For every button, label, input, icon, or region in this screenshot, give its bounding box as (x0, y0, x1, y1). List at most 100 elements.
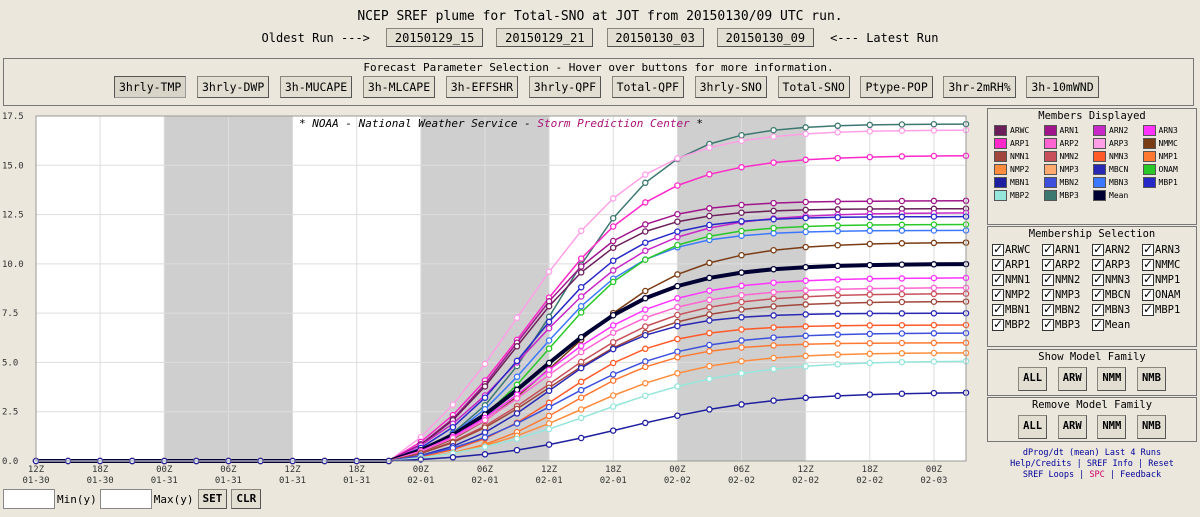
member-checkbox-item[interactable]: NMP3 (1042, 287, 1092, 301)
show-arw-button[interactable]: ARW (1057, 367, 1087, 391)
member-checkbox-item[interactable]: ONAM (1142, 287, 1198, 301)
remove-nmm-button[interactable]: NMM (1097, 415, 1127, 439)
data-point (930, 127, 938, 134)
data-point (738, 163, 745, 171)
member-checkbox-item[interactable]: ARWC (992, 242, 1042, 256)
member-checkbox-label: ARN2 (1105, 244, 1131, 256)
member-checkbox-item[interactable]: NMP2 (992, 287, 1042, 301)
member-checkbox-item[interactable]: ARP1 (992, 257, 1042, 271)
data-point (834, 361, 841, 368)
run-button[interactable]: 20150130_03 (606, 28, 704, 47)
feedback-link[interactable]: | Feedback (1109, 470, 1162, 480)
max-y-input[interactable] (99, 489, 152, 509)
member-checkbox-item[interactable]: MBP2 (992, 317, 1042, 331)
member-checkbox[interactable] (1092, 302, 1104, 316)
member-checkbox[interactable] (992, 257, 1004, 271)
show-nmb-button[interactable]: NMB (1136, 367, 1166, 391)
x-tick-date: 02-02 (792, 476, 819, 486)
member-checkbox-item[interactable]: MBN1 (992, 302, 1042, 316)
min-y-input[interactable] (3, 489, 55, 509)
member-checkbox[interactable] (1092, 257, 1104, 271)
member-checkbox-item[interactable]: NMN3 (1092, 272, 1142, 286)
data-point (738, 201, 745, 209)
member-checkbox[interactable] (1042, 242, 1054, 256)
data-point (866, 339, 874, 347)
member-checkbox-item[interactable]: ARN3 (1142, 242, 1198, 256)
member-checkbox[interactable] (992, 272, 1004, 286)
param-button-3h-mucape[interactable]: 3h-MUCAPE (279, 76, 353, 98)
member-checkbox[interactable] (1092, 272, 1104, 286)
spc-link[interactable]: SPC (1089, 470, 1105, 480)
show-nmm-button[interactable]: NMM (1097, 367, 1127, 391)
data-point (834, 214, 841, 221)
param-button-3hr-2mrh[interactable]: 3hr-2mRH% (943, 76, 1016, 98)
member-checkbox[interactable] (1042, 272, 1054, 286)
param-button-3h-mlcape[interactable]: 3h-MLCAPE (362, 76, 436, 98)
member-checkbox[interactable] (1142, 272, 1154, 286)
member-checkbox-item[interactable]: MBP1 (1142, 302, 1198, 316)
data-point (866, 322, 874, 329)
param-button-3hrly-sno[interactable]: 3hrly-SNO (694, 76, 767, 98)
data-point (930, 152, 938, 160)
remove-nmb-button[interactable]: NMB (1136, 415, 1166, 439)
data-point (802, 287, 809, 294)
run-button[interactable]: 20150129_21 (496, 28, 594, 47)
help-links[interactable]: Help/Credits | SREF Info | Reset (1010, 459, 1174, 469)
member-checkbox[interactable] (1042, 317, 1054, 331)
data-point (770, 207, 777, 215)
member-checkbox[interactable] (992, 317, 1004, 331)
data-point (609, 392, 617, 399)
member-checkbox-item[interactable]: ARP2 (1042, 257, 1092, 271)
member-checkbox-item[interactable]: MBP3 (1042, 317, 1092, 331)
param-button-3hrly-qpf[interactable]: 3hrly-QPF (528, 76, 601, 98)
member-checkbox-item[interactable]: MBN3 (1092, 302, 1142, 316)
member-checkbox-label: NMN3 (1105, 274, 1131, 286)
param-button-total-sno[interactable]: Total-SNO (777, 76, 850, 98)
data-point (609, 267, 617, 274)
set-button[interactable]: SET (197, 489, 228, 509)
member-checkbox-item[interactable]: Mean (1092, 317, 1142, 331)
member-checkbox[interactable] (1142, 257, 1154, 271)
member-checkbox-item[interactable]: ARN1 (1042, 242, 1092, 256)
legend-item: MBN3 (1093, 177, 1143, 188)
member-checkbox-item[interactable]: MBCN (1092, 287, 1142, 301)
run-button[interactable]: 20150129_15 (386, 28, 484, 47)
data-point (642, 314, 649, 321)
member-checkbox[interactable] (1092, 317, 1104, 331)
member-checkbox[interactable] (992, 242, 1004, 256)
member-checkbox[interactable] (1042, 257, 1054, 271)
remove-arw-button[interactable]: ARW (1057, 415, 1087, 439)
legend-swatch (1043, 177, 1057, 188)
member-checkbox[interactable] (1092, 242, 1104, 256)
member-checkbox-item[interactable]: NMMC (1142, 257, 1198, 271)
member-checkbox[interactable] (1042, 302, 1054, 316)
data-point (513, 410, 521, 417)
member-checkbox-item[interactable]: NMP1 (1142, 272, 1198, 286)
data-point (834, 331, 841, 338)
member-checkbox[interactable] (1142, 302, 1154, 316)
member-checkbox-item[interactable]: NMN1 (992, 272, 1042, 286)
member-checkbox[interactable] (992, 302, 1004, 316)
param-button-3hrly-dwp[interactable]: 3hrly-DWP (196, 76, 270, 98)
dprog-link[interactable]: dProg/dt (mean) Last 4 Runs (1022, 448, 1162, 458)
member-checkbox[interactable] (1142, 242, 1154, 256)
clr-button[interactable]: CLR (231, 489, 262, 509)
member-checkbox[interactable] (1092, 287, 1104, 301)
data-point (898, 213, 906, 221)
member-checkbox-item[interactable]: ARP3 (1092, 257, 1142, 271)
member-checkbox-item[interactable]: MBN2 (1042, 302, 1092, 316)
param-button-total-qpf[interactable]: Total-QPF (611, 76, 684, 98)
run-button[interactable]: 20150130_09 (716, 28, 814, 47)
param-button-ptype-pop[interactable]: Ptype-POP (860, 76, 933, 98)
param-button-3h-10mwnd[interactable]: 3h-10mWND (1026, 76, 1099, 98)
member-checkbox[interactable] (992, 287, 1004, 301)
member-checkbox[interactable] (1042, 287, 1054, 301)
show-all-button[interactable]: ALL (1018, 367, 1048, 391)
member-checkbox[interactable] (1142, 287, 1154, 301)
param-button-3hrly-tmp[interactable]: 3hrly-TMP (114, 76, 187, 98)
member-checkbox-item[interactable]: NMN2 (1042, 272, 1092, 286)
member-checkbox-item[interactable]: ARN2 (1092, 242, 1142, 256)
param-button-3h-effshr[interactable]: 3h-EFFSHR (445, 76, 519, 98)
remove-all-button[interactable]: ALL (1018, 415, 1048, 439)
sref-loops-link[interactable]: SREF Loops | (1022, 470, 1085, 480)
